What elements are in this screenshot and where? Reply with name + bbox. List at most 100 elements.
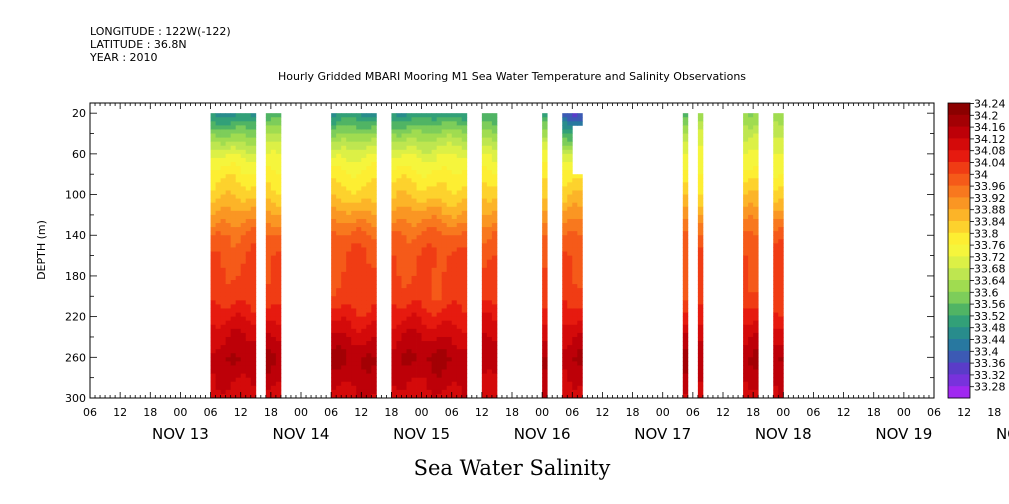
heatmap-cell xyxy=(396,304,402,309)
heatmap-cell xyxy=(230,231,237,236)
heatmap-cell xyxy=(361,170,367,175)
heatmap-cell xyxy=(351,243,357,248)
heatmap-cell xyxy=(250,393,257,399)
heatmap-cell xyxy=(366,300,372,305)
heatmap-cell xyxy=(773,178,779,183)
heatmap-cell xyxy=(426,121,433,126)
heatmap-cell xyxy=(456,117,463,122)
heatmap-cell xyxy=(451,231,458,236)
heatmap-cell xyxy=(235,178,242,183)
heatmap-cell xyxy=(250,288,257,293)
heatmap-cell xyxy=(753,389,759,395)
heatmap-cell xyxy=(275,247,282,252)
heatmap-cell xyxy=(426,194,433,200)
heatmap-cell xyxy=(341,174,347,179)
heatmap-cell xyxy=(481,178,488,183)
heatmap-cell xyxy=(577,251,583,256)
heatmap-cell xyxy=(356,263,362,269)
heatmap-cell xyxy=(220,117,227,122)
heatmap-cell xyxy=(491,117,498,122)
heatmap-cell xyxy=(371,141,377,147)
heatmap-cell xyxy=(431,141,438,147)
heatmap-cell xyxy=(210,178,216,183)
heatmap-cell xyxy=(275,369,282,374)
heatmap-cell xyxy=(743,389,749,395)
heatmap-cell xyxy=(411,267,417,273)
heatmap-cell xyxy=(451,349,458,354)
x-day-label: NOV 14 xyxy=(273,425,330,443)
heatmap-cell xyxy=(572,288,578,293)
heatmap-cell xyxy=(773,129,779,134)
heatmap-cell xyxy=(235,223,242,228)
heatmap-cell xyxy=(215,393,222,399)
heatmap-cell xyxy=(562,247,568,252)
heatmap-cell xyxy=(210,373,216,379)
heatmap-cell xyxy=(371,365,377,370)
heatmap-cell xyxy=(225,145,232,151)
heatmap-cell xyxy=(265,296,272,301)
heatmap-cell xyxy=(431,227,438,232)
heatmap-cell xyxy=(416,288,422,293)
heatmap-cell xyxy=(426,239,433,244)
heatmap-cell xyxy=(361,381,367,387)
heatmap-cell xyxy=(391,239,397,244)
heatmap-cell xyxy=(446,259,453,265)
heatmap-cell xyxy=(481,218,488,224)
heatmap-cell xyxy=(682,218,689,224)
heatmap-cell xyxy=(366,170,372,175)
heatmap-cell xyxy=(351,166,357,171)
heatmap-cell xyxy=(331,345,337,350)
heatmap-cell xyxy=(210,243,216,248)
heatmap-cell xyxy=(577,316,583,322)
heatmap-cell xyxy=(220,133,227,138)
heatmap-cell xyxy=(481,300,488,305)
heatmap-cell xyxy=(250,381,257,387)
heatmap-cell xyxy=(411,271,417,277)
heatmap-cell xyxy=(356,137,362,143)
heatmap-cell xyxy=(371,129,377,134)
heatmap-cell xyxy=(270,381,277,387)
heatmap-cell xyxy=(567,162,573,167)
heatmap-cell xyxy=(456,198,463,204)
heatmap-cell xyxy=(250,149,257,155)
heatmap-cell xyxy=(225,324,232,330)
heatmap-cell xyxy=(562,324,568,330)
heatmap-cell xyxy=(778,243,784,248)
heatmap-cell xyxy=(426,137,433,143)
heatmap-cell xyxy=(451,157,458,163)
heatmap-cell xyxy=(436,125,443,130)
heatmap-cell xyxy=(451,174,458,179)
heatmap-cell xyxy=(401,341,407,346)
heatmap-cell xyxy=(748,336,754,342)
heatmap-cell xyxy=(743,345,749,350)
heatmap-cell xyxy=(336,243,342,248)
heatmap-cell xyxy=(331,373,337,379)
heatmap-cell xyxy=(210,162,216,167)
heatmap-cell xyxy=(426,162,433,167)
heatmap-cell xyxy=(431,178,438,183)
heatmap-cell xyxy=(235,263,242,269)
heatmap-cell xyxy=(416,336,422,342)
heatmap-cell xyxy=(275,210,282,216)
heatmap-cell xyxy=(275,117,282,122)
heatmap-cell xyxy=(682,166,689,171)
heatmap-cell xyxy=(567,324,573,330)
heatmap-cell xyxy=(451,190,458,195)
heatmap-cell xyxy=(421,174,427,179)
heatmap-cell xyxy=(396,166,402,171)
heatmap-cell xyxy=(426,332,433,338)
heatmap-cell xyxy=(396,210,402,216)
heatmap-cell xyxy=(406,336,412,342)
heatmap-cell xyxy=(250,170,257,175)
heatmap-cell xyxy=(361,353,367,358)
heatmap-cell xyxy=(773,133,779,138)
y-tick-label: 60 xyxy=(72,148,86,161)
heatmap-cell xyxy=(235,365,242,370)
heatmap-cell xyxy=(250,218,257,224)
heatmap-cell xyxy=(361,137,367,143)
heatmap-cell xyxy=(361,223,367,228)
heatmap-cell xyxy=(411,328,417,334)
heatmap-cell xyxy=(275,223,282,228)
heatmap-cell xyxy=(421,227,427,232)
heatmap-cell xyxy=(391,218,397,224)
